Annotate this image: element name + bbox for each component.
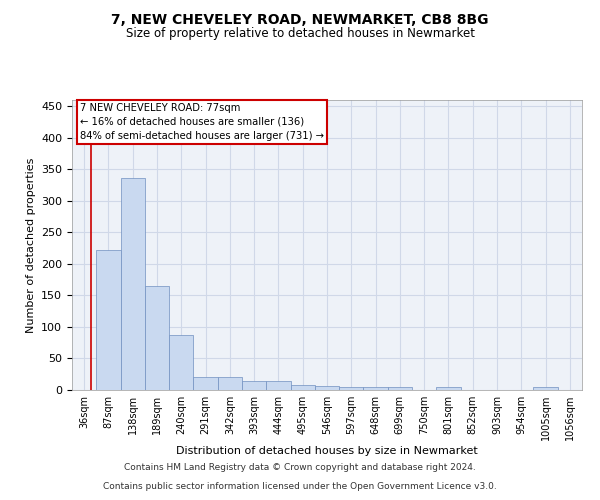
X-axis label: Distribution of detached houses by size in Newmarket: Distribution of detached houses by size … [176,446,478,456]
Text: Contains HM Land Registry data © Crown copyright and database right 2024.: Contains HM Land Registry data © Crown c… [124,464,476,472]
Bar [145,286,169,390]
Text: Contains public sector information licensed under the Open Government Licence v3: Contains public sector information licen… [103,482,497,491]
Bar [364,387,388,390]
Bar [533,388,558,390]
Bar [169,334,193,390]
Bar [315,386,339,390]
Text: 7 NEW CHEVELEY ROAD: 77sqm
← 16% of detached houses are smaller (136)
84% of sem: 7 NEW CHEVELEY ROAD: 77sqm ← 16% of deta… [80,103,323,141]
Bar [266,381,290,390]
Bar [339,387,364,390]
Bar [96,250,121,390]
Bar [121,178,145,390]
Bar [242,380,266,390]
Text: Size of property relative to detached houses in Newmarket: Size of property relative to detached ho… [125,28,475,40]
Bar [218,378,242,390]
Bar [436,388,461,390]
Bar [193,378,218,390]
Bar [388,388,412,390]
Text: 7, NEW CHEVELEY ROAD, NEWMARKET, CB8 8BG: 7, NEW CHEVELEY ROAD, NEWMARKET, CB8 8BG [111,12,489,26]
Bar [290,385,315,390]
Y-axis label: Number of detached properties: Number of detached properties [26,158,35,332]
